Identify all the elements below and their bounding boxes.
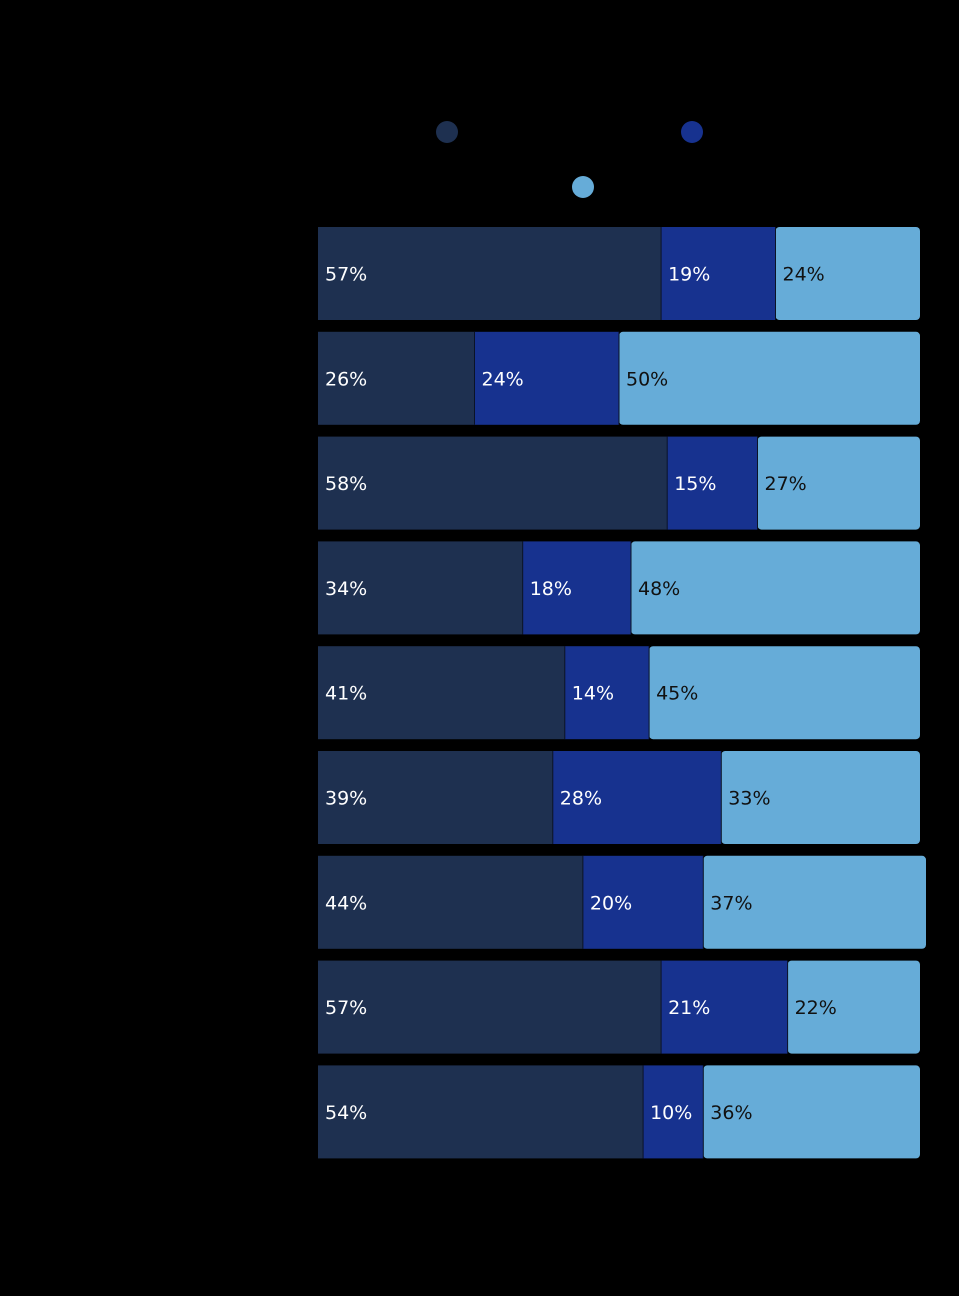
- bar-row-3: 58% 15% 27%: [318, 436, 920, 530]
- bar-segment-s3-r9: [703, 1065, 920, 1159]
- data-label-s1-r1: 57%: [325, 264, 367, 286]
- data-label-s3-r2: 50%: [626, 368, 668, 390]
- bar-segment-s1-r7: [318, 855, 583, 949]
- bar-segment-s1-r3: [318, 436, 668, 530]
- bar-segment-s3-r7: [703, 855, 926, 949]
- legend-marker-2: [681, 121, 703, 143]
- data-label-s2-r9: 10%: [650, 1102, 692, 1124]
- bar-segment-s2-r7: [582, 855, 704, 949]
- bar-segment-s2-r8: [661, 960, 788, 1054]
- data-label-s1-r4: 34%: [325, 578, 367, 600]
- bar-segment-s1-r9: [318, 1065, 644, 1159]
- bar-row-2: 26% 24% 50%: [318, 331, 920, 425]
- bar-segment-s3-r4: [631, 541, 920, 635]
- data-label-s2-r7: 20%: [590, 892, 632, 914]
- data-label-s2-r4: 18%: [530, 578, 572, 600]
- data-label-s1-r3: 58%: [325, 473, 367, 495]
- bar-row-4: 34% 18% 48%: [318, 541, 920, 635]
- data-label-s2-r8: 21%: [668, 997, 710, 1019]
- plot-area: 57% 19% 24% 26% 24% 50% 58% 15% 27% 34% 18% 48% 41% 1…: [318, 227, 926, 1159]
- bar-segment-s2-r9: [643, 1065, 704, 1159]
- data-label-s1-r6: 39%: [325, 788, 367, 810]
- data-label-s2-r3: 15%: [674, 473, 716, 495]
- data-label-s1-r7: 44%: [325, 892, 367, 914]
- data-label-s1-r2: 26%: [325, 368, 367, 390]
- data-label-s3-r5: 45%: [656, 683, 698, 705]
- data-label-s1-r5: 41%: [325, 683, 367, 705]
- data-label-s3-r7: 37%: [710, 892, 752, 914]
- bar-segment-s3-r2: [619, 331, 920, 425]
- bar-segment-s2-r2: [474, 331, 619, 425]
- legend-marker-3: [572, 176, 594, 198]
- bar-row-6: 39% 28% 33%: [318, 751, 920, 844]
- bar-segment-s1-r5: [318, 646, 565, 740]
- data-label-s3-r1: 24%: [783, 264, 825, 286]
- data-label-s3-r6: 33%: [728, 788, 770, 810]
- bar-segment-s1-r8: [318, 960, 662, 1054]
- data-label-s3-r4: 48%: [638, 578, 680, 600]
- bar-row-8: 57% 21% 22%: [318, 960, 920, 1054]
- bar-segment-s3-r5: [649, 646, 920, 740]
- bar-segment-s2-r1: [661, 227, 776, 320]
- legend: [436, 121, 703, 198]
- bar-row-1: 57% 19% 24%: [318, 227, 920, 320]
- data-label-s3-r3: 27%: [765, 473, 807, 495]
- bar-segment-s2-r5: [564, 646, 650, 740]
- bar-segment-s3-r6: [721, 751, 920, 844]
- data-label-s2-r1: 19%: [668, 264, 710, 286]
- bar-segment-s1-r1: [318, 227, 662, 320]
- data-label-s2-r6: 28%: [560, 788, 602, 810]
- bar-segment-s3-r1: [775, 227, 920, 320]
- bar-segment-s1-r6: [318, 751, 553, 844]
- bar-segment-s3-r3: [757, 436, 920, 530]
- bar-segment-s2-r3: [667, 436, 758, 530]
- bar-segment-s2-r6: [552, 751, 722, 844]
- bar-segment-s2-r4: [522, 541, 632, 635]
- bar-row-9: 54% 10% 36%: [318, 1065, 920, 1159]
- bar-row-5: 41% 14% 45%: [318, 646, 920, 740]
- data-label-s2-r2: 24%: [482, 368, 524, 390]
- legend-marker-1: [436, 121, 458, 143]
- bar-segment-s3-r8: [787, 960, 920, 1054]
- data-label-s1-r8: 57%: [325, 997, 367, 1019]
- data-label-s3-r9: 36%: [710, 1102, 752, 1124]
- bar-row-7: 44% 20% 37%: [318, 855, 926, 949]
- data-label-s3-r8: 22%: [795, 997, 837, 1019]
- data-label-s2-r5: 14%: [572, 683, 614, 705]
- bar-segment-s1-r4: [318, 541, 523, 635]
- data-label-s1-r9: 54%: [325, 1102, 367, 1124]
- bar-segment-s1-r2: [318, 331, 475, 425]
